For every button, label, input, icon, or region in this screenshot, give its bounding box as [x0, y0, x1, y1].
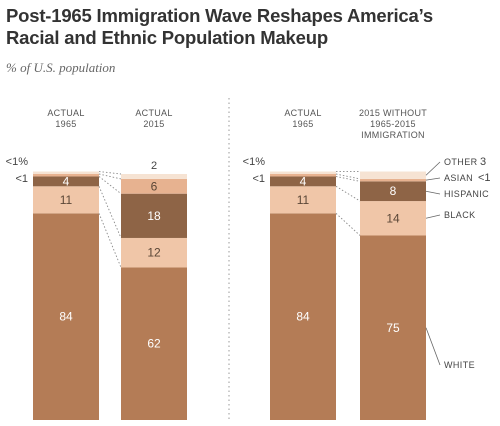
bar-p2-b1-black [270, 186, 336, 214]
legend-leader-asian [425, 177, 441, 181]
column-header-2-line-2: 2015 [143, 119, 164, 129]
value-label-p2-b2-hispanic: 8 [390, 184, 397, 198]
bar-p2-b2-black [360, 201, 426, 236]
value-label-p2-b1-black: 11 [297, 193, 310, 207]
legend-leader-black [425, 214, 441, 219]
legend-label-asian: ASIAN [444, 173, 473, 183]
legend-leader-white [425, 327, 441, 366]
bar-p1-b1-white [33, 213, 99, 420]
value-label-p1-b2-asian: 6 [151, 179, 158, 193]
bar-p1-b1-hispanic [33, 176, 99, 187]
value-label-p2-b2-black: 14 [386, 211, 400, 225]
bar-p2-b1-hispanic [270, 176, 336, 187]
bar-p2-b2-other [360, 171, 426, 179]
value-label-p1-b2-white: 62 [147, 337, 161, 351]
bar-p2-b2-hispanic [360, 181, 426, 202]
legend-value-other: 3 [480, 156, 486, 168]
bar-p2-b1-white [270, 213, 336, 420]
bar-p1-b2-asian [121, 178, 187, 194]
column-header-4-line-1: 2015 WITHOUT [359, 108, 427, 118]
bar-p1-b1-black [33, 186, 99, 214]
connector-p2-1 [335, 213, 361, 236]
connector-p1-1 [98, 213, 122, 268]
value-label-p1-b1-hispanic: 4 [63, 174, 70, 188]
value-label-p2-b1-hispanic: 4 [300, 174, 307, 188]
legend-leader-other [425, 161, 441, 176]
connector-p1-2 [98, 186, 122, 239]
bar-p1-b2-black [121, 237, 187, 268]
connector-p1-4 [98, 173, 122, 180]
column-header-3-line-2: 1965 [292, 119, 313, 129]
value-label-p1-b2-other: 2 [151, 160, 157, 172]
value-label-p2-b1-white: 84 [296, 310, 310, 324]
connector-p2-2 [335, 185, 361, 202]
connector-p1-3 [98, 176, 122, 195]
column-header-1-line-2: 1965 [55, 119, 76, 129]
value-label-p1-b1-black: 11 [60, 193, 73, 207]
column-header-4-line-3: IMMIGRATION [361, 130, 425, 140]
chart-title: Post-1965 Immigration Wave Reshapes Amer… [6, 5, 433, 48]
bar-p1-b2-hispanic [121, 193, 187, 238]
bar-p1-b2-other [121, 174, 187, 179]
bar-p2-b1-asian [270, 174, 336, 177]
bar-p2-b2-asian [360, 178, 426, 182]
value-label-p1-b2-black: 12 [147, 246, 161, 260]
value-label-p1-b1-white: 84 [59, 310, 73, 324]
legend-label-other: OTHER [444, 157, 478, 167]
value-label-p1-b1-other: <1% [6, 156, 29, 168]
legend-leader-hispanic [425, 190, 441, 195]
bar-p1-b1-other [33, 171, 99, 174]
legend-label-white: WHITE [444, 360, 475, 370]
legend-label-hispanic: HISPANIC [444, 189, 489, 199]
column-header-2-line-1: ACTUAL [135, 108, 172, 118]
connector-p2-3 [335, 176, 361, 182]
value-label-p2-b1-asian: <1 [252, 173, 265, 185]
value-label-p1-b2-hispanic: 18 [147, 209, 161, 223]
legend-value-asian: <1 [478, 172, 491, 184]
value-label-p2-b2-white: 75 [386, 321, 400, 335]
bar-p2-b1-other [270, 171, 336, 174]
column-header-4-line-2: 1965-2015 [370, 119, 416, 129]
column-header-1-line-1: ACTUAL [47, 108, 84, 118]
chart-subtitle: % of U.S. population [6, 60, 116, 75]
connector-p2-4 [335, 173, 361, 180]
bar-p2-b2-white [360, 235, 426, 420]
bar-p1-b1-asian [33, 174, 99, 177]
value-label-p1-b1-asian: <1 [15, 173, 28, 185]
bar-p1-b2-white [121, 267, 187, 420]
legend-label-black: BLACK [444, 210, 476, 220]
connector-p1-5 [98, 171, 122, 175]
column-header-3-line-1: ACTUAL [284, 108, 321, 118]
value-label-p2-b1-other: <1% [243, 156, 266, 168]
